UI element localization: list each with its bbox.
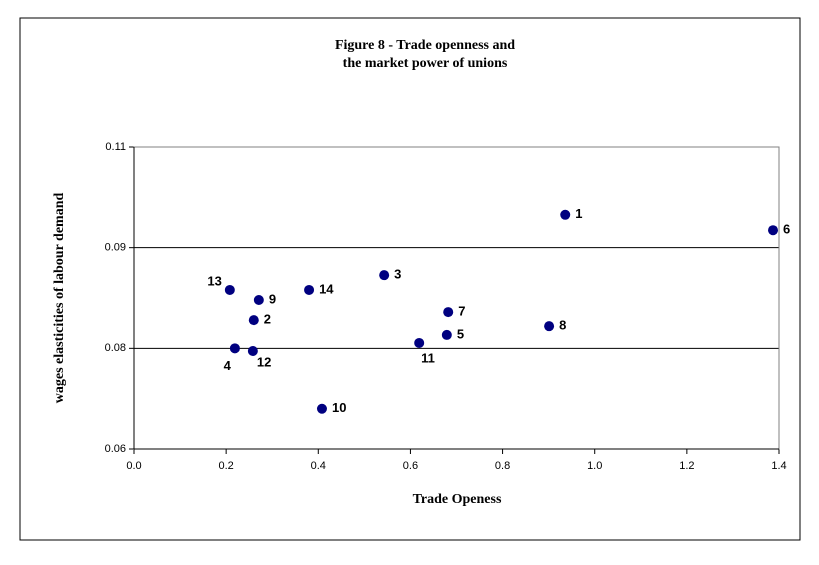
y-axis-label: wages elasticities of labour demand (52, 193, 67, 404)
x-tick-label: 1.4 (771, 460, 786, 472)
point (253, 295, 264, 306)
point-label: 3 (394, 267, 401, 282)
x-tick-label: 0.4 (311, 460, 326, 472)
point (224, 284, 235, 295)
point (560, 209, 571, 220)
x-tick-label: 0.8 (495, 460, 510, 472)
point (414, 337, 425, 348)
point (441, 329, 452, 340)
chart-title: Figure 8 - Trade openness and (335, 38, 515, 53)
point-label: 4 (224, 358, 232, 373)
point-label: 10 (332, 400, 346, 415)
y-tick-label: 0.08 (105, 342, 126, 354)
point-label: 14 (319, 281, 334, 296)
point-label: 11 (421, 350, 435, 365)
point (379, 270, 390, 281)
x-tick-label: 1.0 (587, 460, 602, 472)
point (443, 307, 454, 318)
x-tick-label: 0.2 (218, 460, 233, 472)
point-label: 13 (207, 273, 221, 288)
point-label: 2 (264, 312, 271, 327)
y-tick-label: 0.11 (105, 141, 126, 153)
y-tick-label: 0.09 (105, 242, 126, 254)
point-label: 9 (269, 291, 276, 306)
point (304, 284, 315, 295)
point (768, 225, 779, 236)
point (248, 315, 259, 326)
point-label: 8 (559, 318, 566, 333)
point-label: 7 (458, 304, 465, 319)
point-label: 12 (257, 354, 271, 369)
point (229, 343, 240, 354)
point-label: 1 (575, 206, 582, 221)
y-tick-label: 0.06 (105, 443, 126, 455)
x-axis-label: Trade Openess (413, 492, 502, 507)
x-tick-label: 0.0 (126, 460, 141, 472)
point (316, 403, 327, 414)
point-label: 6 (783, 222, 790, 237)
point-label: 5 (457, 326, 464, 341)
x-tick-label: 0.6 (403, 460, 418, 472)
chart-title: the market power of unions (343, 56, 508, 71)
point (247, 346, 258, 357)
point (544, 321, 555, 332)
x-tick-label: 1.2 (679, 460, 694, 472)
